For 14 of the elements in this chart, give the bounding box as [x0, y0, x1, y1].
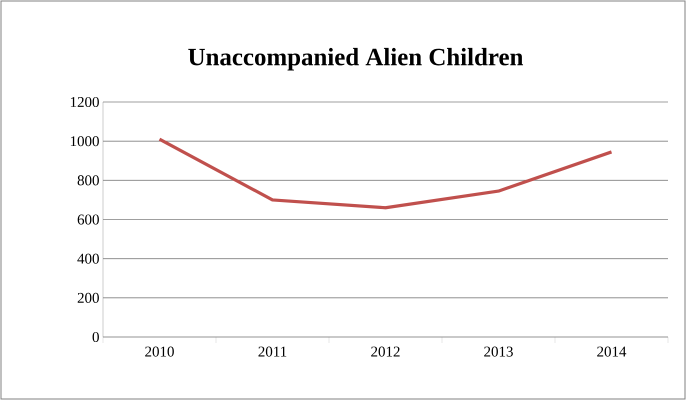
chart-title: Unaccompanied Alien Children: [188, 48, 524, 70]
x-tick-label: 2012: [371, 346, 400, 357]
line-series: [158, 138, 614, 210]
y-tick-label: 0: [92, 332, 99, 342]
y-tick-label: 400: [77, 254, 99, 264]
y-tick-label: 600: [78, 214, 99, 225]
y-tick-label: 800: [78, 175, 99, 186]
y-tick-label: 1200: [70, 96, 99, 108]
x-tick-label: 2013: [484, 346, 513, 357]
y-tick-label: 200: [78, 292, 99, 303]
x-tick-label: 2010: [145, 346, 174, 357]
x-tick-label: 2014: [597, 346, 626, 357]
y-tick-label: 1000: [70, 136, 99, 146]
x-tick-label: 2011: [258, 346, 286, 357]
